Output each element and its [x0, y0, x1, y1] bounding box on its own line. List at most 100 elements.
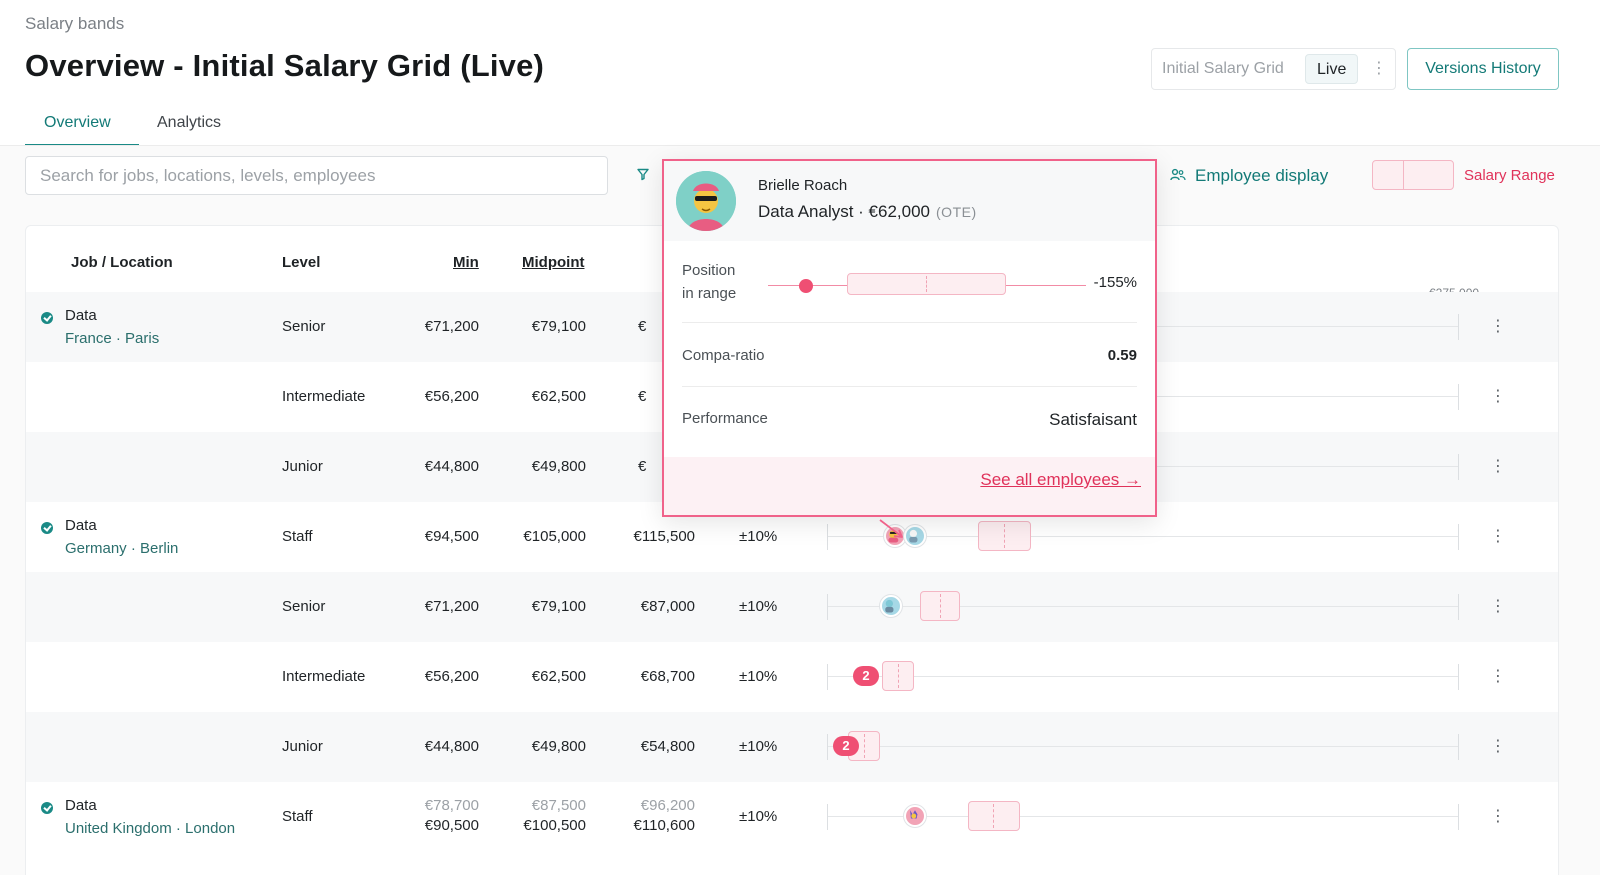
version-more-icon[interactable]: ⋮ — [1371, 60, 1387, 77]
column-header-level[interactable]: Level — [282, 254, 321, 271]
page-header: Salary bands Overview - Initial Salary G… — [0, 0, 1600, 146]
salary-band[interactable] — [978, 521, 1031, 551]
row-more-icon[interactable]: ⋮ — [1490, 738, 1506, 755]
spread-cell: ±10% — [739, 668, 778, 685]
range-track — [1126, 326, 1459, 327]
job-title: Data — [65, 797, 97, 814]
search-input[interactable] — [25, 156, 608, 195]
see-all-employees-link[interactable]: See all employees → — [980, 470, 1141, 489]
job-title: Data — [65, 307, 97, 324]
breadcrumb[interactable]: Salary bands — [25, 14, 125, 33]
max-cell: €68,700 — [640, 668, 695, 685]
salary-band[interactable] — [882, 661, 914, 691]
salary-band[interactable] — [920, 591, 960, 621]
header-divider — [0, 145, 1600, 146]
table-row[interactable]: Data United Kingdom · London Staff €78,7… — [26, 782, 1558, 852]
max-cell: € — [638, 318, 647, 335]
min-cell: €90,500 — [424, 817, 479, 834]
spread-cell: ±10% — [739, 598, 778, 615]
level-cell: Staff — [282, 528, 313, 545]
range-track-end — [1458, 594, 1459, 620]
employee-count-badge[interactable]: 2 — [833, 736, 859, 756]
row-more-icon[interactable]: ⋮ — [1490, 458, 1506, 475]
salary-range-legend-swatch — [1372, 160, 1454, 190]
previous-max-cell: €96,200 — [640, 797, 695, 814]
employee-count-badge[interactable]: 2 — [853, 666, 879, 686]
column-header-job-location[interactable]: Job / Location — [71, 254, 173, 271]
max-cell: €110,600 — [633, 817, 695, 834]
row-more-icon[interactable]: ⋮ — [1490, 318, 1506, 335]
employee-avatar[interactable] — [904, 525, 926, 547]
midpoint-cell: €105,000 — [523, 528, 586, 545]
row-more-icon[interactable]: ⋮ — [1490, 808, 1506, 825]
row-more-icon[interactable]: ⋮ — [1490, 528, 1506, 545]
avatar-illustration-icon — [885, 599, 894, 613]
popover-footer: See all employees → — [664, 457, 1155, 515]
range-track — [828, 536, 1459, 537]
min-cell: €56,200 — [424, 668, 479, 685]
range-track-end — [1458, 664, 1459, 690]
range-track-end — [1458, 524, 1459, 550]
check-circle-icon — [41, 312, 53, 324]
midpoint-cell: €62,500 — [531, 668, 586, 685]
range-track-start — [827, 524, 828, 550]
compa-ratio-label: Compa-ratio — [682, 347, 765, 364]
tab-overview[interactable]: Overview — [44, 114, 111, 131]
ote-tag: (OTE) — [936, 204, 977, 220]
max-cell: €115,500 — [633, 528, 695, 545]
level-cell: Intermediate — [282, 388, 366, 405]
filter-icon[interactable] — [636, 167, 650, 181]
max-cell: €87,000 — [640, 598, 695, 615]
live-status-badge: Live — [1305, 54, 1359, 84]
level-cell: Intermediate — [282, 668, 366, 685]
popover-pointer-arrow-icon — [879, 519, 903, 538]
table-row[interactable]: Junior €44,800 €49,800 €54,800 ±10% 2 ⋮ — [26, 712, 1558, 782]
spread-cell: ±10% — [739, 528, 778, 545]
row-more-icon[interactable]: ⋮ — [1490, 598, 1506, 615]
level-cell: Staff — [282, 808, 313, 825]
range-track-end — [1458, 384, 1459, 410]
avatar-illustration-icon — [676, 171, 736, 231]
page-title: Overview - Initial Salary Grid (Live) — [25, 48, 545, 83]
popover-divider — [682, 386, 1137, 387]
min-cell: €71,200 — [424, 318, 479, 335]
column-header-min[interactable]: Min — [453, 254, 479, 271]
version-selector[interactable]: Initial Salary Grid Live ⋮ — [1151, 48, 1396, 90]
table-row[interactable]: Intermediate €56,200 €62,500 €68,700 ±10… — [26, 642, 1558, 712]
table-row[interactable]: Data Germany · Berlin Staff €94,500 €105… — [26, 502, 1558, 572]
level-cell: Senior — [282, 598, 326, 615]
midpoint-cell: €79,100 — [531, 318, 586, 335]
employee-name: Brielle Roach — [758, 177, 848, 194]
range-track-start — [827, 804, 828, 830]
previous-midpoint-cell: €87,500 — [531, 797, 586, 814]
column-header-midpoint[interactable]: Midpoint — [522, 254, 585, 271]
position-value: -155% — [1093, 274, 1137, 291]
table-row[interactable]: Senior €71,200 €79,100 €87,000 ±10% ⋮ — [26, 572, 1558, 642]
row-more-icon[interactable]: ⋮ — [1490, 388, 1506, 405]
table-row[interactable]: Intermediate €56,200 €62,500 € ⋮ — [26, 362, 1558, 432]
range-track-end — [1458, 454, 1459, 480]
salary-range-legend-label: Salary Range — [1464, 167, 1555, 184]
employee-avatar[interactable] — [904, 805, 926, 827]
avatar-illustration-icon — [910, 810, 918, 819]
salary-band[interactable] — [968, 801, 1020, 831]
performance-label: Performance — [682, 410, 768, 427]
position-range-band — [847, 273, 1006, 295]
midpoint-cell: €100,500 — [523, 817, 586, 834]
versions-history-button[interactable]: Versions History — [1407, 48, 1559, 90]
level-cell: Junior — [282, 738, 323, 755]
range-track — [828, 816, 1459, 817]
employee-avatar[interactable] — [880, 595, 902, 617]
range-track-end — [1458, 804, 1459, 830]
performance-value: Satisfaisant — [1049, 410, 1137, 429]
employee-avatar-large — [676, 171, 736, 231]
level-cell: Junior — [282, 458, 323, 475]
range-track — [828, 746, 1459, 747]
employee-display-label: Employee display — [1195, 166, 1329, 185]
job-location: United Kingdom · London — [65, 820, 236, 837]
max-cell: € — [638, 458, 647, 475]
spread-cell: ±10% — [739, 808, 778, 825]
tab-analytics[interactable]: Analytics — [157, 114, 222, 131]
range-track-end — [1458, 314, 1459, 340]
row-more-icon[interactable]: ⋮ — [1490, 668, 1506, 685]
